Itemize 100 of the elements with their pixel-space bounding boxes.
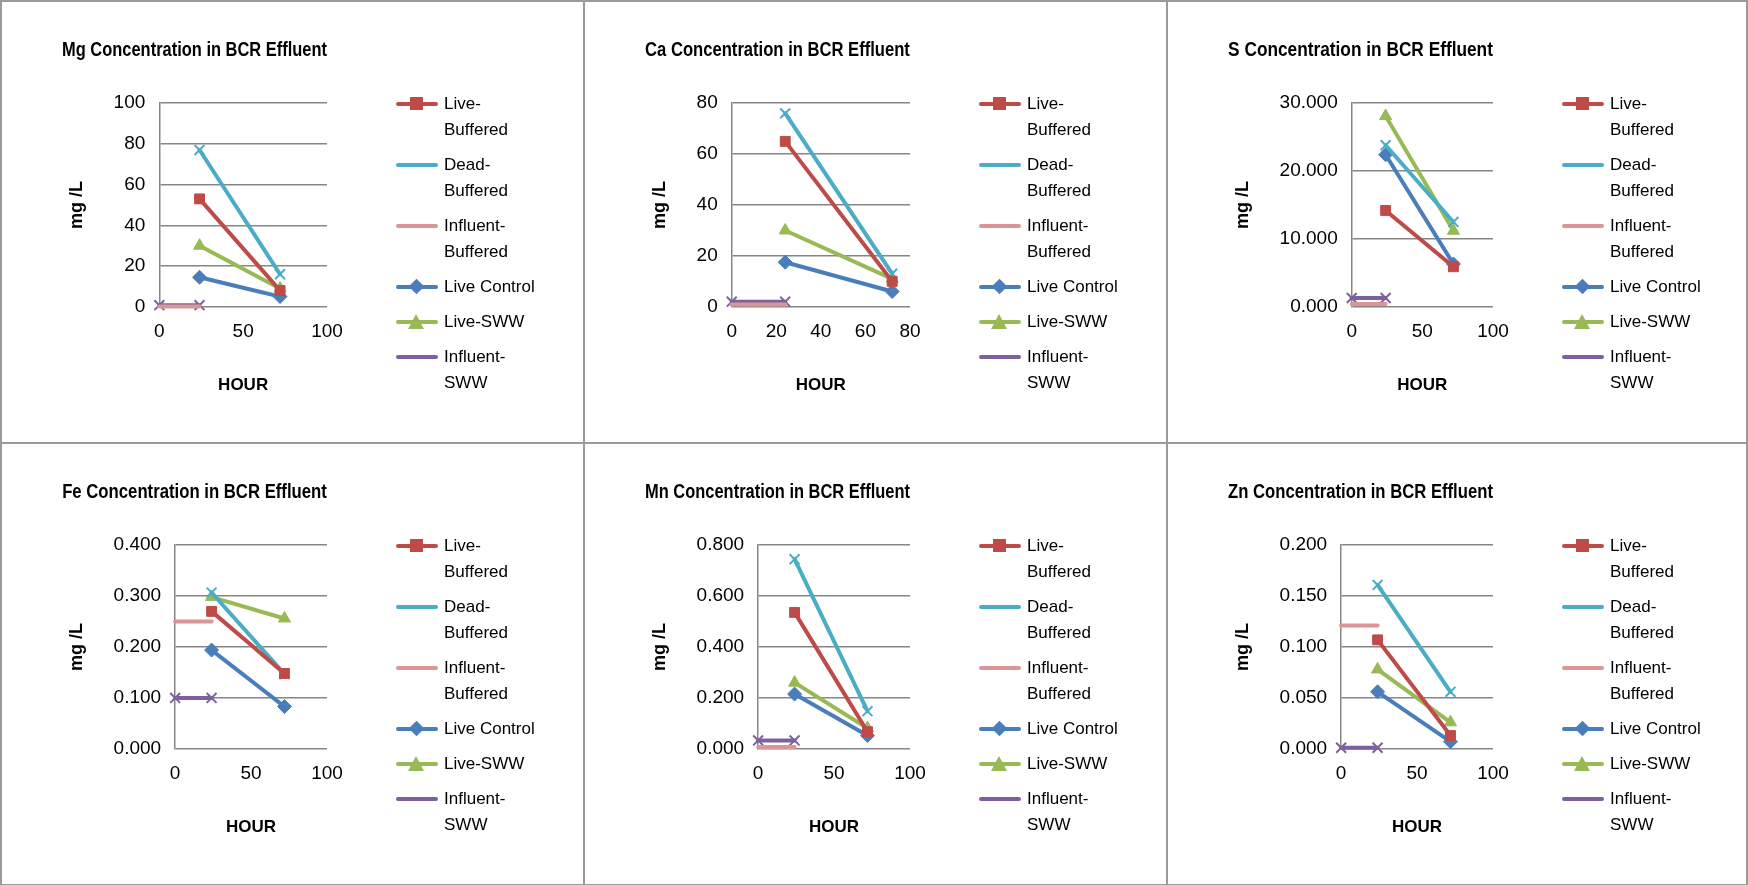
x-tick-label: 50 [1406, 762, 1428, 784]
y-axis-title: mg /L [648, 623, 669, 671]
chart-title: Zn Concentration in BCR Effluent [1228, 479, 1494, 503]
legend-label: Live Control [444, 718, 536, 740]
y-tick-label: 0.400 [696, 635, 745, 657]
y-tick-label: 0.800 [696, 533, 745, 555]
x-tick-label: 50 [232, 320, 254, 342]
legend-label: Influent-Buffered [1610, 215, 1675, 263]
y-tick-label: 20.000 [1279, 159, 1338, 181]
x-tick-label: 100 [894, 762, 926, 784]
legend-label: Influent-SWW [1610, 346, 1673, 394]
y-tick-label: 100 [113, 91, 146, 113]
legend-label: Dead-Buffered [1610, 596, 1675, 644]
legend-label: Influent-SWW [1610, 788, 1673, 836]
legend-label: Influent-Buffered [444, 215, 509, 263]
x-tick-label: 100 [311, 762, 343, 784]
x-axis-title: HOUR [226, 817, 277, 837]
y-tick-label: 0.000 [1279, 737, 1328, 759]
legend-label: Live Control [1027, 718, 1119, 740]
y-tick-label: 0 [707, 295, 718, 317]
y-axis-title: mg /L [1231, 181, 1252, 229]
y-axis-title: mg /L [648, 181, 669, 229]
y-tick-label: 0.400 [113, 533, 162, 555]
y-tick-label: 0.050 [1279, 686, 1328, 708]
y-tick-label: 0.300 [113, 584, 162, 606]
y-tick-label: 20 [696, 244, 718, 266]
legend-label: Influent-Buffered [444, 657, 509, 705]
x-axis-title: HOUR [809, 817, 860, 837]
chart-title: Ca Concentration in BCR Effluent [645, 37, 911, 61]
y-axis-title: mg /L [65, 181, 86, 229]
legend-label: Live Control [1610, 718, 1702, 740]
y-tick-label: 80 [124, 132, 146, 154]
y-tick-label: 10.000 [1279, 227, 1338, 249]
x-tick-label: 80 [899, 320, 921, 342]
x-axis-title: HOUR [795, 375, 846, 395]
x-tick-label: 0 [1346, 320, 1357, 342]
legend-label: Live-Buffered [1027, 535, 1092, 583]
x-tick-label: 50 [240, 762, 262, 784]
chart-title: S Concentration in BCR Effluent [1228, 37, 1494, 61]
legend-label: Influent-SWW [444, 346, 507, 394]
legend-label: Live-Buffered [444, 93, 509, 141]
y-tick-label: 60 [124, 172, 146, 194]
legend-label: Influent-SWW [1027, 788, 1090, 836]
legend-label: Influent-SWW [1027, 346, 1090, 394]
x-tick-label: 100 [311, 320, 343, 342]
y-tick-label: 0.000 [1290, 295, 1338, 317]
legend-label: Live-Buffered [1027, 93, 1092, 141]
y-tick-label: 60 [696, 142, 718, 164]
y-tick-label: 0.100 [113, 686, 162, 708]
x-tick-label: 0 [752, 762, 764, 784]
y-tick-label: 0.000 [113, 737, 162, 759]
legend-label: Live-SWW [444, 753, 526, 775]
legend-label: Live-Buffered [1610, 93, 1675, 141]
y-tick-label: 0.150 [1279, 584, 1328, 606]
legend-label: Live-SWW [1027, 311, 1109, 333]
legend-label: Influent-SWW [444, 788, 507, 836]
y-tick-label: 30.000 [1279, 91, 1338, 113]
legend-label: Influent-Buffered [1610, 657, 1675, 705]
legend-label: Live Control [444, 276, 536, 298]
chart-title: Mn Concentration in BCR Effluent [645, 479, 911, 503]
y-tick-label: 0.200 [696, 686, 745, 708]
x-tick-label: 20 [765, 320, 787, 342]
y-tick-label: 20 [124, 254, 146, 276]
legend-label: Live-SWW [1610, 311, 1692, 333]
x-axis-title: HOUR [218, 375, 269, 395]
y-tick-label: 40 [124, 213, 146, 235]
x-tick-label: 50 [1411, 320, 1433, 342]
x-tick-label: 60 [854, 320, 876, 342]
y-tick-label: 80 [696, 91, 718, 113]
legend-label: Live-SWW [1027, 753, 1109, 775]
legend-label: Live-Buffered [444, 535, 509, 583]
x-tick-label: 40 [810, 320, 832, 342]
legend-label: Dead-Buffered [1610, 154, 1675, 202]
legend-label: Live Control [1027, 276, 1119, 298]
legend-label: Live-Buffered [1610, 535, 1675, 583]
legend-label: Live Control [1610, 276, 1702, 298]
y-tick-label: 0.200 [113, 635, 162, 657]
legend-label: Influent-Buffered [1027, 215, 1092, 263]
x-tick-label: 50 [823, 762, 845, 784]
y-tick-label: 0 [134, 295, 146, 317]
y-tick-label: 40 [696, 193, 718, 215]
legend-label: Live-SWW [1610, 753, 1692, 775]
x-axis-title: HOUR [1397, 375, 1448, 395]
chart-title: Mg Concentration in BCR Effluent [62, 37, 328, 61]
legend-label: Influent-Buffered [1027, 657, 1092, 705]
y-tick-label: 0.000 [696, 737, 745, 759]
legend-label: Dead-Buffered [444, 154, 509, 202]
y-tick-label: 0.600 [696, 584, 745, 606]
chart-title: Fe Concentration in BCR Effluent [62, 479, 328, 503]
legend-label: Live-SWW [444, 311, 526, 333]
y-axis-title: mg /L [1231, 623, 1252, 671]
y-tick-label: 0.200 [1279, 533, 1328, 555]
y-axis-title: mg /L [65, 623, 86, 671]
legend-label: Dead-Buffered [1027, 596, 1092, 644]
x-tick-label: 100 [1477, 320, 1509, 342]
legend-label: Dead-Buffered [1027, 154, 1092, 202]
x-tick-label: 0 [169, 762, 181, 784]
x-axis-title: HOUR [1392, 817, 1443, 837]
x-tick-label: 100 [1477, 762, 1509, 784]
y-tick-label: 0.100 [1279, 635, 1328, 657]
